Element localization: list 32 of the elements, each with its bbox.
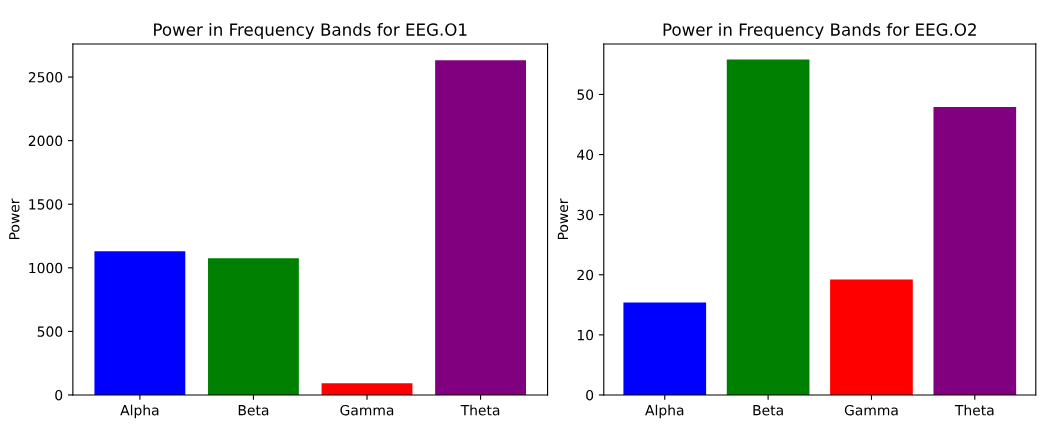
y-tick-label: 2000 (28, 135, 63, 147)
bar (830, 279, 913, 395)
y-tick-label: 500 (37, 326, 63, 337)
x-tick-label: Gamma (844, 404, 898, 416)
x-tick-label: Alpha (120, 404, 159, 419)
y-tick-label: 2500 (28, 72, 63, 83)
y-tick-label: 1500 (29, 199, 63, 210)
y-tick-label: 40 (577, 149, 594, 161)
x-tick-label: Theta (954, 404, 994, 416)
bar (208, 258, 299, 395)
bar (726, 59, 810, 395)
chart-title: Power in Frequency Bands for EEG.O1 (154, 22, 467, 40)
y-tick-label: 1000 (29, 262, 63, 274)
bar (623, 302, 707, 395)
y-axis-title: Power (9, 198, 20, 240)
y-tick-label: 50 (577, 89, 594, 100)
bar (435, 60, 526, 395)
y-axis-title: Power (557, 198, 569, 240)
y-tick-label: 0 (55, 389, 63, 401)
y-tick-label: 30 (577, 209, 594, 221)
y-tick-label: 0 (586, 389, 594, 401)
bar (933, 107, 1017, 395)
y-tick-label: 10 (577, 329, 594, 341)
x-tick-label: Alpha (645, 404, 684, 419)
x-tick-label: Gamma (340, 404, 394, 416)
x-tick-label: Beta (238, 405, 269, 416)
y-tick-label: 20 (577, 269, 594, 281)
chart-title: Power in Frequency Bands for EEG.O2 (663, 22, 976, 40)
x-tick-label: Beta (753, 405, 783, 416)
bar (321, 383, 413, 395)
x-tick-label: Theta (460, 404, 500, 416)
bar (94, 251, 186, 395)
